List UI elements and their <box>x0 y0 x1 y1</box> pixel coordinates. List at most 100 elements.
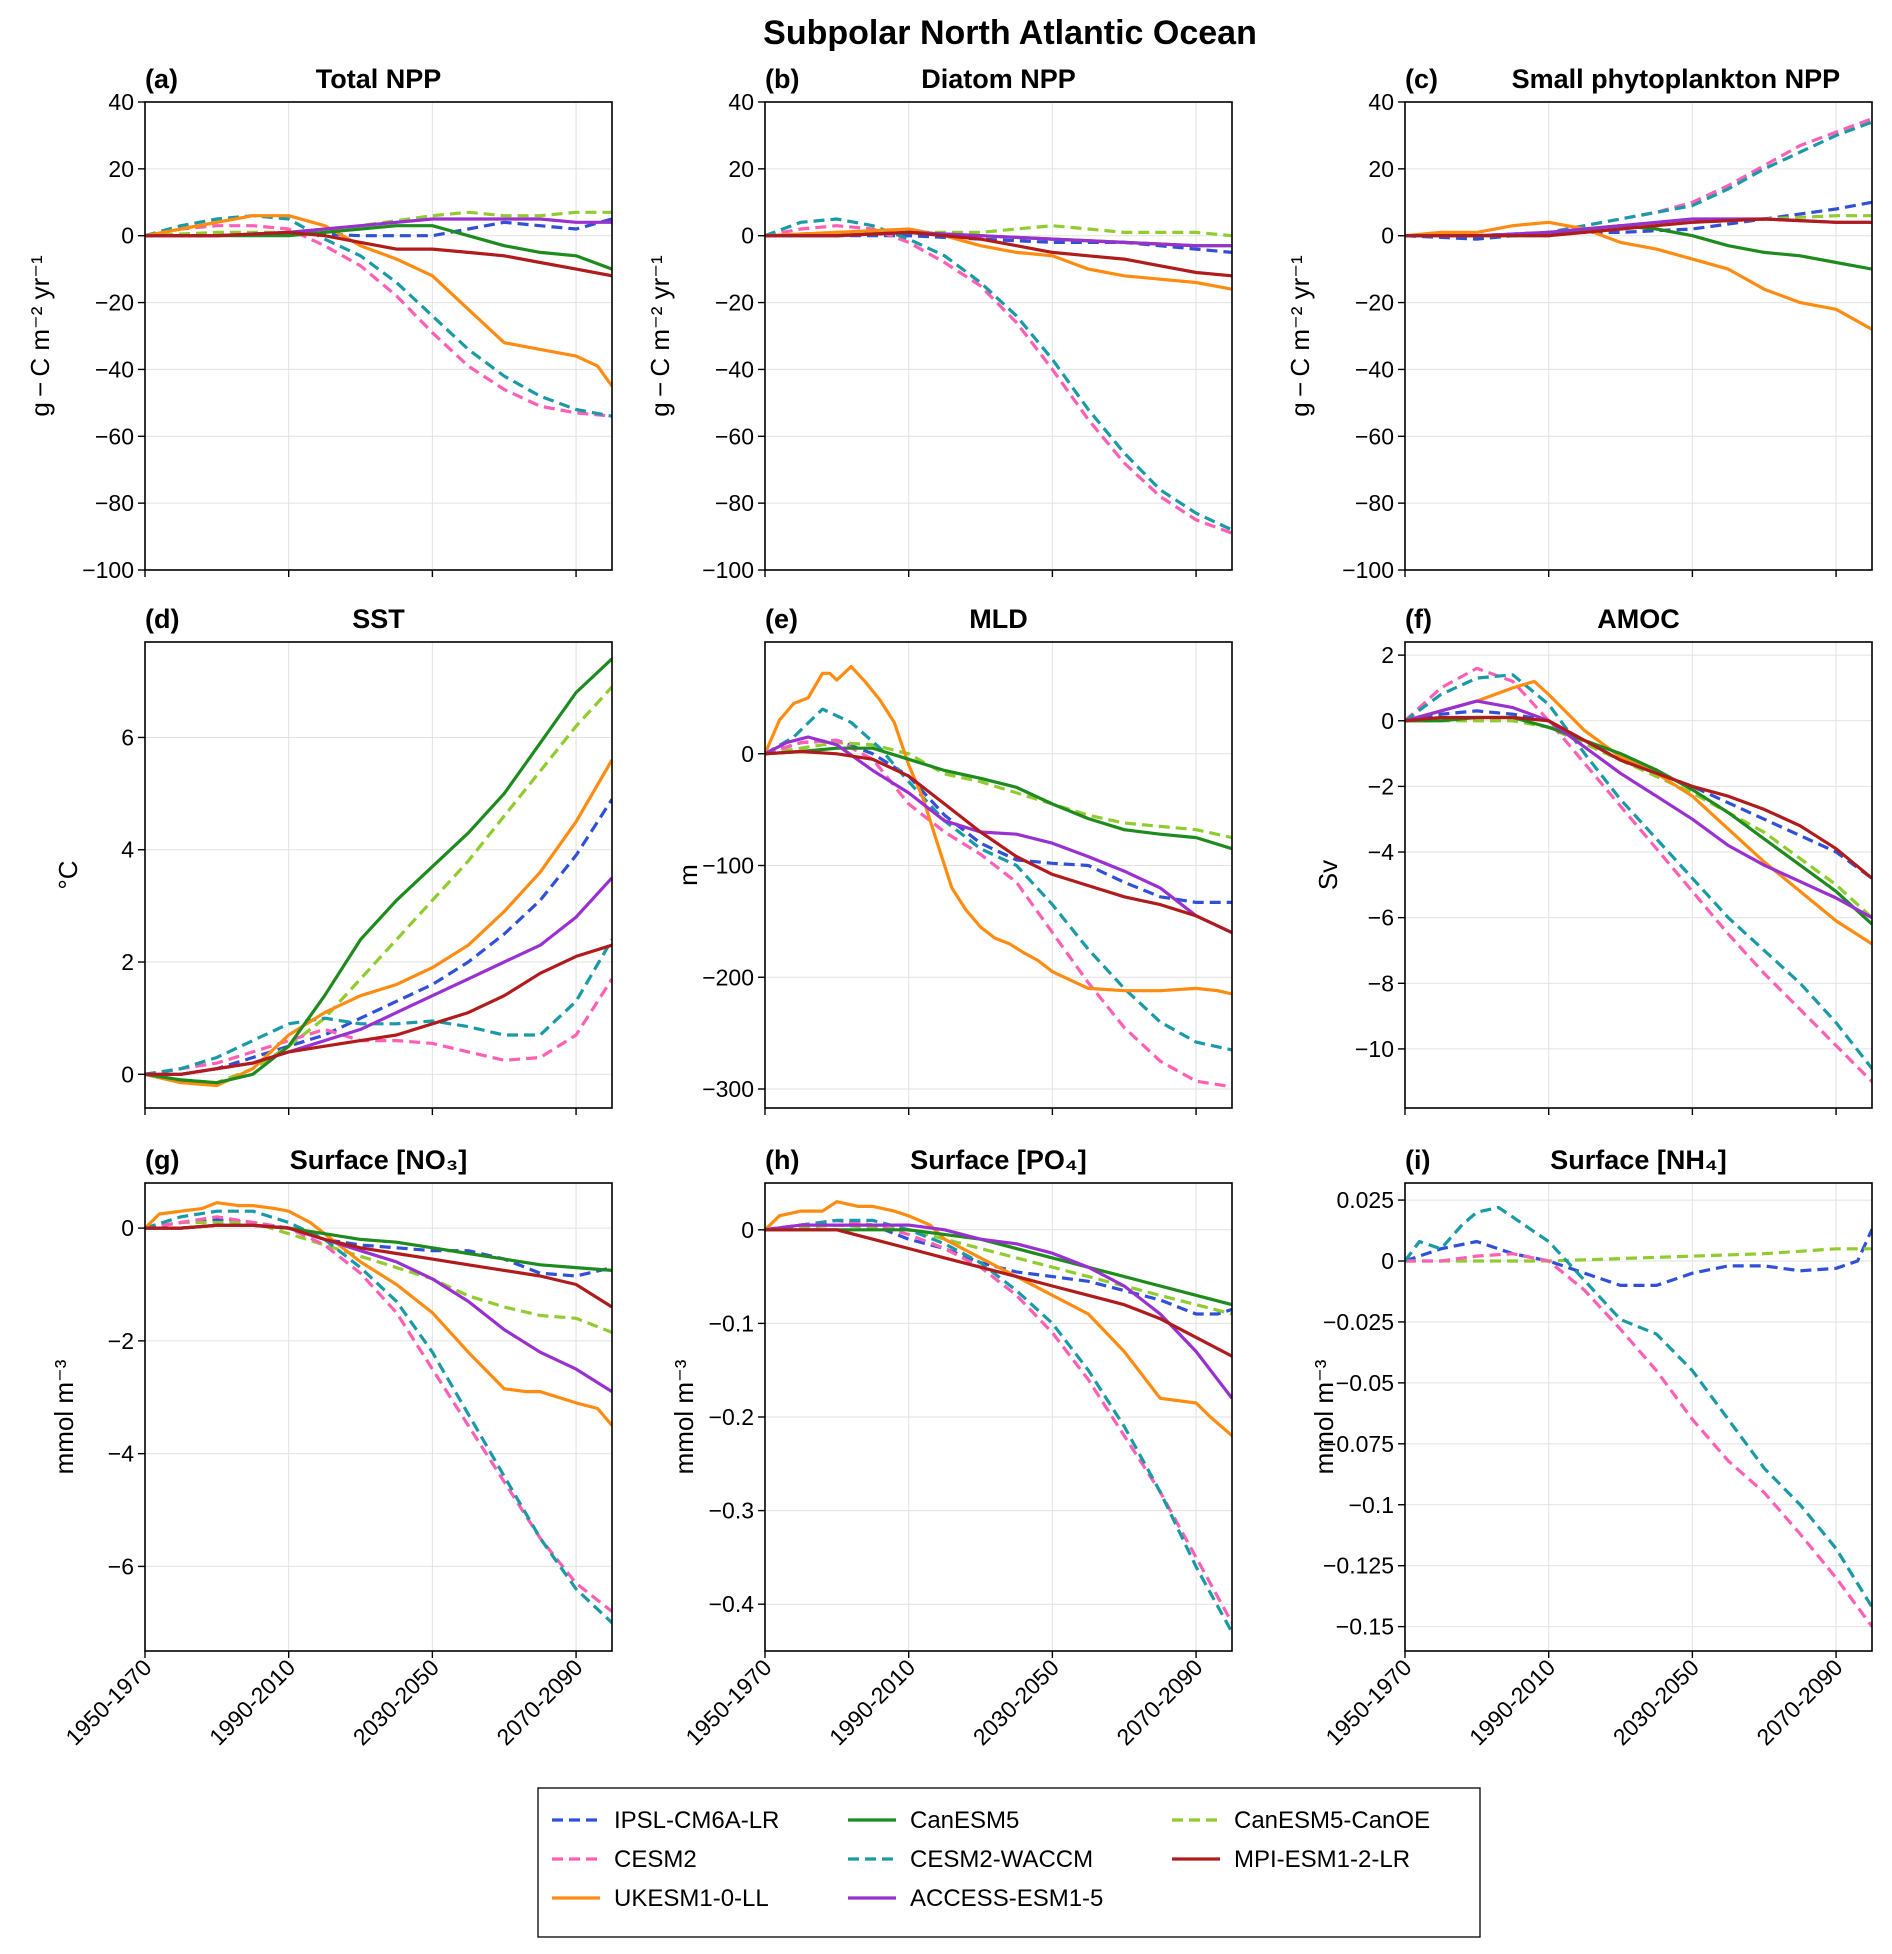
series-line-ukesm1-0-ll <box>765 1200 1232 1437</box>
y-tick-label: −0.075 <box>1323 1431 1394 1457</box>
plot-frame <box>764 101 1233 571</box>
panel-letter: (c) <box>1405 64 1438 94</box>
y-tick-label: 40 <box>728 89 754 115</box>
y-tick-label: −6 <box>108 1553 134 1579</box>
x-tick-label: 2030-2050 <box>348 1654 444 1750</box>
legend-label: CanESM5-CanOE <box>1234 1807 1430 1834</box>
series-line-cesm2 <box>145 224 612 418</box>
x-tick-label: 1990-2010 <box>204 1654 300 1750</box>
y-tick-label: 0 <box>741 741 754 767</box>
y-tick-label: −20 <box>95 290 134 316</box>
y-tick-label: 2 <box>1381 642 1394 668</box>
panel-f: 2 0 −2 −4 −6 −8 −10 (f) AMOC Sv <box>1313 604 1873 1115</box>
y-tick-label: −0.3 <box>709 1498 754 1524</box>
y-tick-label: 20 <box>728 156 754 182</box>
series-line-cesm2 <box>765 224 1232 535</box>
y-axis-label: g − C m⁻² yr⁻¹ <box>1285 255 1315 417</box>
panel-e: 0 −100 −200 −300 (e) MLD m <box>673 604 1233 1115</box>
figure-title: Subpolar North Atlantic Ocean <box>763 14 1257 52</box>
series-line-mpi-esm1-2-lr <box>145 1223 612 1309</box>
panel-letter: (b) <box>765 64 799 94</box>
y-tick-label: 40 <box>108 89 134 115</box>
y-tick-label: −60 <box>715 423 754 449</box>
series-line-cesm2-waccm <box>1405 1205 1872 1608</box>
series-line-canesm5-canoe <box>145 210 612 238</box>
x-tick-label: 1990-2010 <box>824 1654 920 1750</box>
y-tick-label: 0 <box>121 1061 134 1087</box>
plot-frame <box>1404 641 1873 1109</box>
legend: IPSL-CM6A-LR CanESM5 CanESM5-CanOE CESM2 CES… <box>537 1787 1481 1938</box>
series-line-cesm2-waccm <box>765 1218 1232 1634</box>
y-tick-label: 20 <box>1368 156 1394 182</box>
legend-label: CESM2 <box>614 1846 697 1873</box>
y-tick-label: −0.1 <box>1349 1492 1394 1518</box>
y-axis-label: mmol m⁻³ <box>669 1359 699 1474</box>
y-tick-label: −0.15 <box>1336 1614 1394 1640</box>
plot-frame <box>144 101 613 571</box>
y-tick-label: −40 <box>715 356 754 382</box>
y-axis-label: Sv <box>1313 860 1343 890</box>
series-line-cesm2-waccm <box>145 1209 612 1624</box>
y-tick-label: −0.05 <box>1336 1370 1394 1396</box>
series-line-cesm2-waccm <box>765 707 1232 1052</box>
y-tick-label: 0 <box>121 1215 134 1241</box>
series-line-canesm5 <box>145 224 612 271</box>
series-line-mpi-esm1-2-lr <box>765 230 1232 278</box>
series-line-mpi-esm1-2-lr <box>145 943 612 1076</box>
series-line-ipsl-cm6a-lr <box>765 738 1232 905</box>
panel-c: 40 20 0 −20 −40 −60 −80 −100 (c) Small phytoplank… <box>1285 64 1873 583</box>
x-tick-label: 1950-1970 <box>680 1654 776 1750</box>
y-tick-label: 0.025 <box>1336 1187 1394 1213</box>
y-tick-label: −60 <box>95 423 134 449</box>
plot-frame <box>144 641 613 1109</box>
y-tick-label: −0.025 <box>1323 1309 1394 1335</box>
y-tick-label: −100 <box>702 853 754 879</box>
series-line-ukesm1-0-ll <box>765 227 1232 291</box>
y-tick-label: −0.2 <box>709 1404 754 1430</box>
plot-frame <box>1404 101 1873 571</box>
y-tick-label: −100 <box>702 557 754 583</box>
panel-letter: (e) <box>765 604 798 634</box>
panel-b: 40 20 0 −20 −40 −60 −80 −100 (b) Diatom NPP g − C … <box>645 64 1233 583</box>
y-tick-label: −200 <box>702 964 754 990</box>
series-line-canesm5-canoe <box>765 740 1232 840</box>
series-line-cesm2 <box>1405 666 1872 1083</box>
y-tick-label: 6 <box>121 724 134 750</box>
series-line-cesm2 <box>1405 1252 1872 1628</box>
y-tick-label: −10 <box>1355 1036 1394 1062</box>
panel-i: 0.025 0 −0.025 −0.05 −0.075 −0.1 −0.125 −0.15 19… <box>1309 1145 1873 1750</box>
x-tick-label: 2030-2050 <box>1608 1654 1704 1750</box>
series-line-ukesm1-0-ll <box>1405 679 1872 946</box>
series-line-access-esm1-5 <box>145 876 612 1076</box>
panel-title: SST <box>352 604 405 634</box>
panel-title: MLD <box>969 604 1027 634</box>
y-tick-label: −4 <box>108 1441 134 1467</box>
panel-title: Small phytoplankton NPP <box>1512 64 1841 94</box>
series-line-canesm5-canoe <box>145 1220 612 1334</box>
panel-letter: (g) <box>145 1145 179 1175</box>
panel-title: AMOC <box>1597 604 1680 634</box>
y-tick-label: −6 <box>1368 905 1394 931</box>
y-tick-label: −0.4 <box>709 1591 755 1617</box>
plot-frame <box>764 641 1233 1109</box>
series-line-mpi-esm1-2-lr <box>1405 715 1872 880</box>
y-tick-label: 0 <box>121 223 134 249</box>
panel-letter: (d) <box>145 604 179 634</box>
plot-frame <box>1404 1182 1873 1652</box>
x-tick-label: 2070-2090 <box>1111 1654 1207 1750</box>
series-line-mpi-esm1-2-lr <box>765 1228 1232 1358</box>
y-tick-label: −2 <box>1368 773 1394 799</box>
series-line-ukesm1-0-ll <box>145 214 612 388</box>
y-tick-label: 4 <box>121 837 134 863</box>
legend-label: IPSL-CM6A-LR <box>614 1807 779 1834</box>
y-tick-label: −20 <box>1355 290 1394 316</box>
x-tick-label: 2030-2050 <box>968 1654 1064 1750</box>
y-tick-label: −2 <box>108 1328 134 1354</box>
y-tick-label: −300 <box>702 1076 754 1102</box>
plot-frame <box>144 1182 613 1652</box>
y-tick-label: 40 <box>1368 89 1394 115</box>
series-line-cesm2-waccm <box>765 217 1232 532</box>
series-line-cesm2 <box>145 1215 612 1613</box>
